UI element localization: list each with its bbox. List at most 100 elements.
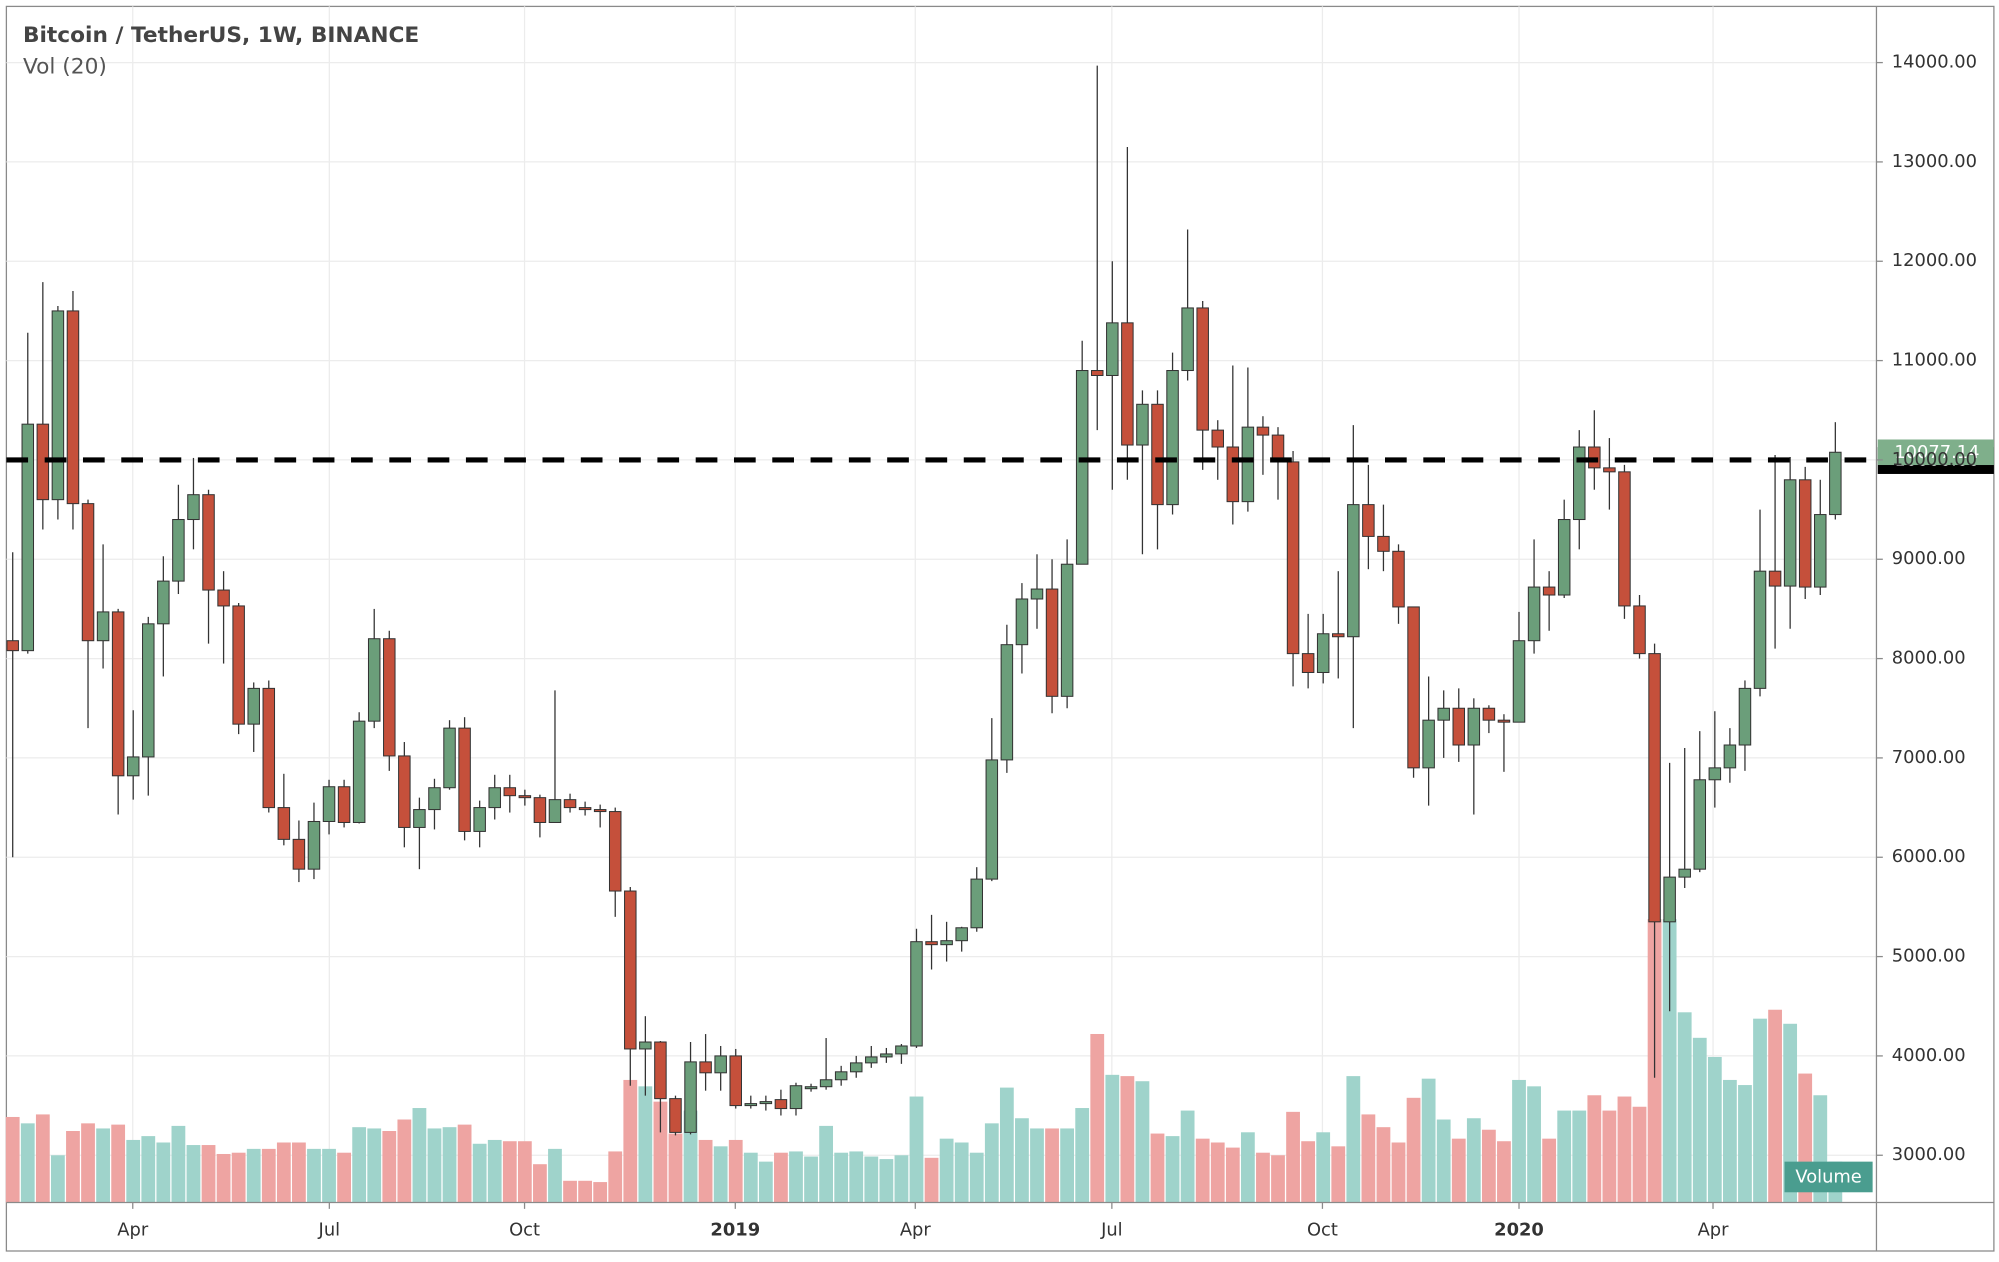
- candle-body: [398, 755, 411, 828]
- candle-body: [970, 878, 983, 929]
- volume-bar: [1753, 1018, 1767, 1203]
- candle-body: [352, 720, 366, 823]
- candle-body: [157, 580, 170, 625]
- candle-body: [96, 611, 110, 642]
- volume-bar: [804, 1156, 818, 1203]
- y-tick-label: 6000.00: [1892, 846, 1966, 867]
- volume-bar: [1135, 1081, 1150, 1203]
- volume-bar: [548, 1148, 562, 1203]
- volume-indicator-label: Vol (20): [23, 55, 107, 80]
- candle-body: [1693, 779, 1707, 870]
- candle-body: [1151, 403, 1164, 506]
- volume-bar: [578, 1180, 592, 1203]
- volume-bar: [457, 1124, 472, 1203]
- candle-body: [578, 807, 592, 811]
- volume-bar: [96, 1128, 110, 1203]
- volume-bar: [698, 1139, 713, 1203]
- volume-bar: [1572, 1110, 1587, 1203]
- candle-body: [383, 638, 396, 757]
- volume-bar: [1180, 1110, 1195, 1203]
- candle-body: [1829, 451, 1842, 516]
- volume-bar: [1376, 1127, 1391, 1203]
- candle-layer: [6, 65, 1842, 1136]
- candle-body: [1678, 868, 1691, 878]
- candle-body: [1392, 550, 1405, 608]
- candle-body: [563, 799, 577, 809]
- candle-body: [895, 1045, 908, 1055]
- volume-bar: [337, 1152, 351, 1203]
- candle-body: [865, 1056, 878, 1064]
- volume-layer: [5, 919, 1843, 1203]
- candle-body: [744, 1103, 758, 1107]
- volume-bar: [1692, 1037, 1707, 1203]
- volume-bar: [1587, 1095, 1602, 1203]
- candle-body: [126, 756, 140, 777]
- candle-body: [307, 820, 321, 870]
- chart-title: Bitcoin / TetherUS, 1W, BINANCE: [23, 23, 419, 48]
- candle-body: [202, 494, 215, 591]
- x-tick-label: Apr: [900, 1220, 932, 1241]
- candle-body: [1181, 307, 1194, 372]
- candle-body: [1015, 598, 1029, 646]
- volume-bar: [939, 1138, 954, 1203]
- candle-body: [337, 786, 351, 823]
- x-tick-label: Oct: [1307, 1220, 1338, 1241]
- volume-bar: [1707, 1056, 1722, 1203]
- volume-bar: [1436, 1119, 1451, 1203]
- volume-bar: [1286, 1111, 1300, 1203]
- candle-body: [985, 759, 999, 880]
- y-tick-label: 5000.00: [1892, 946, 1966, 967]
- volume-bar: [216, 1153, 231, 1203]
- candle-body: [473, 807, 486, 832]
- x-tick-label: Jul: [1100, 1220, 1123, 1241]
- candle-body: [1196, 307, 1209, 431]
- volume-bar: [397, 1119, 412, 1203]
- volume-bar: [563, 1180, 577, 1203]
- candle-body: [1377, 535, 1390, 552]
- volume-bar: [156, 1142, 171, 1203]
- y-tick-label: 7000.00: [1892, 747, 1966, 768]
- candle-body: [1136, 403, 1149, 446]
- candle-body: [1226, 446, 1240, 503]
- volume-bar: [713, 1146, 728, 1203]
- volume-bar: [1512, 1079, 1526, 1203]
- volume-bar: [322, 1148, 336, 1203]
- y-tick-label: 14000.00: [1892, 52, 1977, 73]
- volume-bar: [472, 1143, 487, 1203]
- volume-bar: [758, 1161, 773, 1203]
- volume-bar: [1256, 1152, 1270, 1203]
- volume-bar: [1406, 1097, 1421, 1203]
- volume-bar: [246, 1148, 261, 1203]
- volume-bar: [1602, 1110, 1617, 1203]
- candle-body: [1814, 514, 1827, 588]
- candle-body: [925, 941, 938, 946]
- candle-body: [1437, 707, 1450, 721]
- volume-bar: [1030, 1128, 1044, 1203]
- candle-body: [548, 799, 562, 823]
- candle-body: [232, 605, 245, 725]
- volume-bar: [1075, 1108, 1090, 1203]
- volume-bar: [1527, 1086, 1541, 1203]
- volume-bar: [1722, 1079, 1737, 1203]
- y-tick-label: 13000.00: [1892, 151, 1977, 172]
- volume-bar: [608, 1151, 623, 1203]
- volume-bar: [984, 1123, 999, 1203]
- volume-bar: [1301, 1141, 1316, 1203]
- candle-body: [1542, 586, 1556, 596]
- candle-body: [1256, 426, 1270, 436]
- candle-body: [66, 310, 80, 505]
- candle-body: [1633, 605, 1646, 655]
- volume-bar: [292, 1142, 306, 1203]
- volume-bar: [1632, 1106, 1647, 1203]
- candle-body: [1663, 876, 1676, 923]
- volume-bar: [623, 1079, 638, 1203]
- candle-body: [774, 1099, 788, 1110]
- volume-bar: [728, 1139, 743, 1203]
- volume-bar: [1331, 1146, 1346, 1203]
- y-tick-label: 9000.00: [1892, 548, 1966, 569]
- volume-badge: [1784, 1161, 1873, 1193]
- volume-bar: [201, 1145, 216, 1203]
- x-tick-label: Jul: [318, 1220, 341, 1241]
- x-tick-label: Apr: [117, 1220, 149, 1241]
